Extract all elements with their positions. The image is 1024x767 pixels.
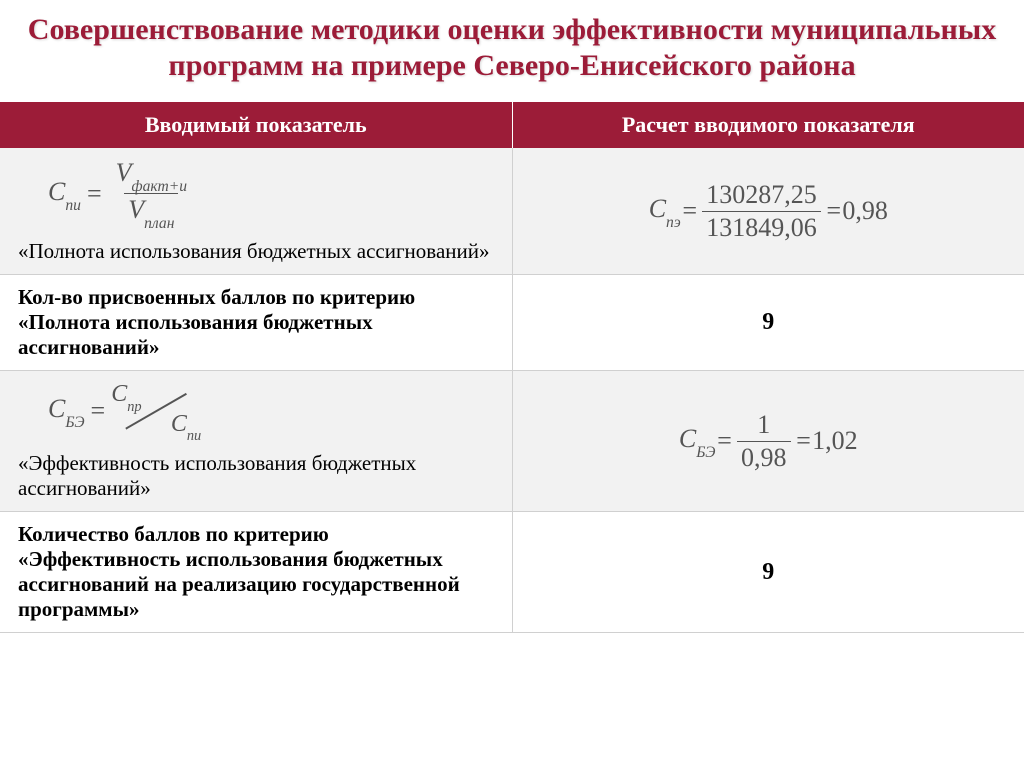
cell-r4-score: 9 (512, 512, 1024, 633)
calc-cbe: CБЭ = 1 0,98 = 1,02 (531, 410, 1007, 473)
cell-r3-calc: CБЭ = 1 0,98 = 1,02 (512, 371, 1024, 512)
table-row: Количество баллов по критерию «Эффективн… (0, 512, 1024, 633)
cell-r4-label: Количество баллов по критерию «Эффективн… (0, 512, 512, 633)
table-row: Кол-во присвоенных баллов по критерию «П… (0, 275, 1024, 371)
header-calc: Расчет вводимого показателя (512, 102, 1024, 148)
cell-r2-score: 9 (512, 275, 1024, 371)
calc-cpe: Cпэ = 130287,25 131849,06 = 0,98 (531, 180, 1007, 243)
table-row: CБЭ = Cпр Cпи «Эффективность использован… (0, 371, 1024, 512)
caption-r1: «Полнота использования бюджетных ассигно… (18, 239, 489, 264)
cell-r1-indicator: Cпи = Vфакт+и Vплан «Полнота использован… (0, 148, 512, 275)
formula-cbe: CБЭ = Cпр Cпи (48, 381, 201, 441)
cell-r3-indicator: CБЭ = Cпр Cпи «Эффективность использован… (0, 371, 512, 512)
slide-title: Совершенствование методики оценки эффект… (0, 0, 1024, 102)
header-indicator: Вводимый показатель (0, 102, 512, 148)
caption-r3: «Эффективность использования бюджетных а… (18, 451, 494, 501)
indicators-table: Вводимый показатель Расчет вводимого пок… (0, 102, 1024, 633)
cell-r1-calc: Cпэ = 130287,25 131849,06 = 0,98 (512, 148, 1024, 275)
table-row: Cпи = Vфакт+и Vплан «Полнота использован… (0, 148, 1024, 275)
cell-r2-label: Кол-во присвоенных баллов по критерию «П… (0, 275, 512, 371)
table-header-row: Вводимый показатель Расчет вводимого пок… (0, 102, 1024, 148)
formula-cpi: Cпи = Vфакт+и Vплан (48, 158, 195, 229)
